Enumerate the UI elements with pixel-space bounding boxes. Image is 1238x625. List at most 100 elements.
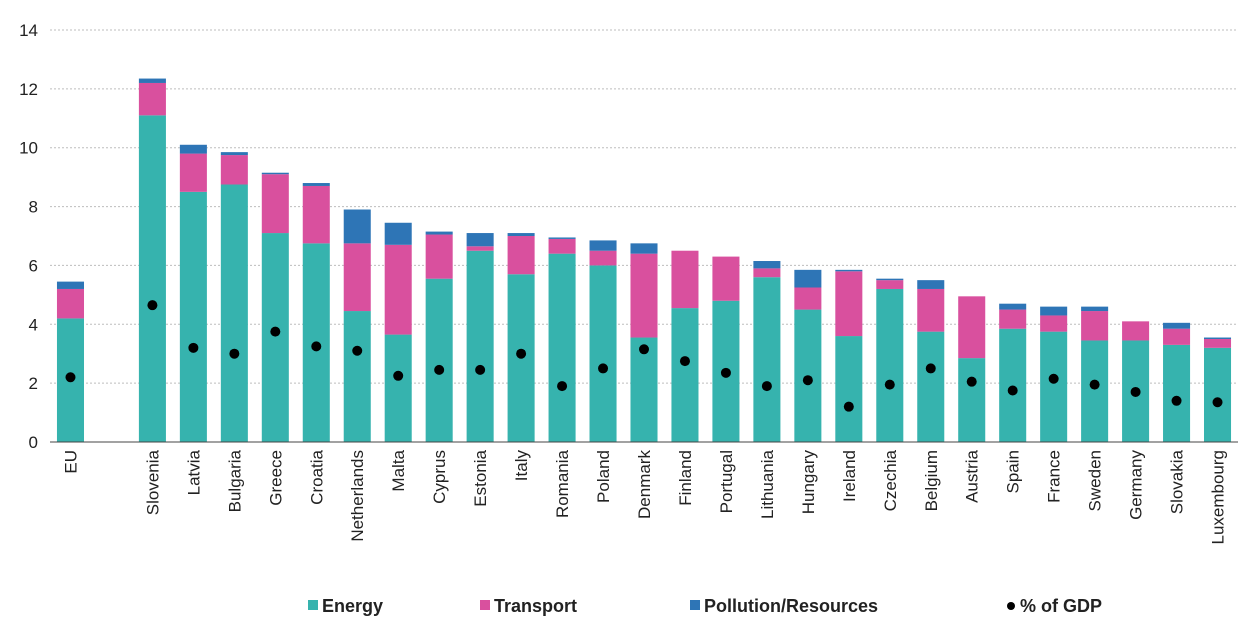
bar-transport-lithuania <box>753 268 781 278</box>
bar-transport-estonia <box>466 246 494 251</box>
bar-pollution-resources-slovakia <box>1163 322 1191 329</box>
gdp-marker-croatia <box>311 341 322 352</box>
gdp-marker-slovenia <box>147 300 158 311</box>
bar-pollution-resources-luxembourg <box>1203 337 1232 339</box>
gdp-marker-slovakia <box>1171 395 1182 406</box>
x-tick-label-malta: Malta <box>389 449 408 491</box>
bar-pollution-resources-croatia <box>302 183 330 186</box>
bar-transport-hungary <box>794 287 822 310</box>
bar-energy-lithuania <box>753 277 781 442</box>
bar-pollution-resources-czechia <box>876 278 904 281</box>
bar-transport-slovakia <box>1163 328 1191 345</box>
bar-pollution-resources-eu <box>56 281 85 289</box>
y-tick-label: 4 <box>29 315 38 334</box>
bar-pollution-resources-latvia <box>179 144 207 154</box>
x-tick-label-estonia: Estonia <box>471 449 490 506</box>
x-tick-label-spain: Spain <box>1004 450 1023 493</box>
legend-label-transport: Transport <box>494 596 577 616</box>
gdp-markers <box>65 300 1223 412</box>
bar-pollution-resources-denmark <box>630 243 658 254</box>
gdp-marker-czechia <box>884 379 895 390</box>
gdp-marker-ireland <box>843 401 854 412</box>
bar-pollution-resources-hungary <box>794 269 822 288</box>
bar-pollution-resources-poland <box>589 240 617 251</box>
bar-energy-czechia <box>876 288 904 442</box>
bar-energy-estonia <box>466 250 494 442</box>
bar-energy-greece <box>261 233 289 442</box>
legend-label-pollution-resources: Pollution/Resources <box>704 596 878 616</box>
y-tick-label: 2 <box>29 374 38 393</box>
bar-energy-poland <box>589 265 617 442</box>
y-axis-ticks: 0 2 4 6 8 10 12 14 <box>19 21 38 452</box>
bar-transport-portugal <box>712 256 740 301</box>
y-tick-label: 14 <box>19 21 38 40</box>
legend-label-energy: Energy <box>322 596 383 616</box>
gdp-marker-lithuania <box>761 381 772 392</box>
bar-transport-poland <box>589 250 617 266</box>
bar-energy-austria <box>958 358 986 442</box>
bar-energy-belgium <box>917 331 945 442</box>
x-tick-label-eu: EU <box>61 450 80 474</box>
gdp-marker-spain <box>1007 385 1018 396</box>
legend-marker-gdp <box>1007 602 1015 610</box>
bar-pollution-resources-italy <box>507 233 535 236</box>
x-tick-label-lithuania: Lithuania <box>758 449 777 519</box>
bar-pollution-resources-netherlands <box>343 209 371 244</box>
bar-transport-austria <box>958 296 986 359</box>
y-tick-label: 0 <box>29 433 38 452</box>
legend: Energy Transport Pollution/Resources % o… <box>308 596 1102 616</box>
bar-transport-italy <box>507 236 535 275</box>
bar-energy-sweden <box>1081 340 1109 442</box>
y-tick-label: 6 <box>29 256 38 275</box>
y-tick-label: 10 <box>19 139 38 158</box>
bar-transport-germany <box>1122 321 1150 341</box>
gdp-marker-austria <box>966 376 977 387</box>
x-tick-label-latvia: Latvia <box>184 449 203 495</box>
bar-transport-spain <box>999 309 1027 329</box>
bar-energy-denmark <box>630 337 658 442</box>
bar-transport-romania <box>548 238 576 254</box>
y-tick-label: 8 <box>29 198 38 217</box>
x-tick-label-poland: Poland <box>594 450 613 503</box>
gdp-marker-france <box>1048 373 1059 384</box>
gdp-marker-poland <box>598 363 609 374</box>
bar-pollution-resources-greece <box>261 172 289 175</box>
x-tick-label-czechia: Czechia <box>881 449 900 511</box>
gdp-marker-eu <box>65 372 76 383</box>
bar-transport-croatia <box>302 185 330 244</box>
y-tick-label: 12 <box>19 80 38 99</box>
bar-energy-ireland <box>835 336 863 442</box>
legend-label-gdp: % of GDP <box>1020 596 1102 616</box>
bar-pollution-resources-france <box>1040 306 1068 316</box>
x-tick-label-sweden: Sweden <box>1086 450 1105 511</box>
bar-energy-cyprus <box>425 278 453 442</box>
bar-transport-czechia <box>876 280 904 289</box>
bar-pollution-resources-sweden <box>1081 306 1109 312</box>
bar-transport-france <box>1040 315 1068 332</box>
x-tick-label-france: France <box>1045 450 1064 503</box>
bar-pollution-resources-bulgaria <box>220 152 248 156</box>
bar-pollution-resources-romania <box>548 237 576 239</box>
bar-energy-slovenia <box>138 115 166 442</box>
bar-pollution-resources-slovenia <box>138 78 166 83</box>
bar-energy-latvia <box>179 191 207 442</box>
x-tick-label-portugal: Portugal <box>717 450 736 513</box>
gdp-marker-cyprus <box>434 364 445 375</box>
gdp-marker-germany <box>1130 386 1141 397</box>
bar-transport-latvia <box>179 153 207 192</box>
bar-transport-sweden <box>1081 311 1109 341</box>
gdp-marker-greece <box>270 326 281 337</box>
bar-energy-netherlands <box>343 311 371 442</box>
bar-pollution-resources-spain <box>999 303 1027 310</box>
x-tick-label-slovenia: Slovenia <box>143 449 162 515</box>
legend-swatch-pollution-resources <box>690 600 700 610</box>
x-tick-label-greece: Greece <box>266 450 285 506</box>
x-tick-label-netherlands: Netherlands <box>348 450 367 542</box>
x-tick-label-finland: Finland <box>676 450 695 506</box>
x-tick-label-italy: Italy <box>512 450 531 482</box>
x-tick-label-luxembourg: Luxembourg <box>1209 450 1228 545</box>
bar-pollution-resources-malta <box>384 222 412 245</box>
x-tick-label-ireland: Ireland <box>840 450 859 502</box>
x-tick-label-germany: Germany <box>1127 450 1146 520</box>
